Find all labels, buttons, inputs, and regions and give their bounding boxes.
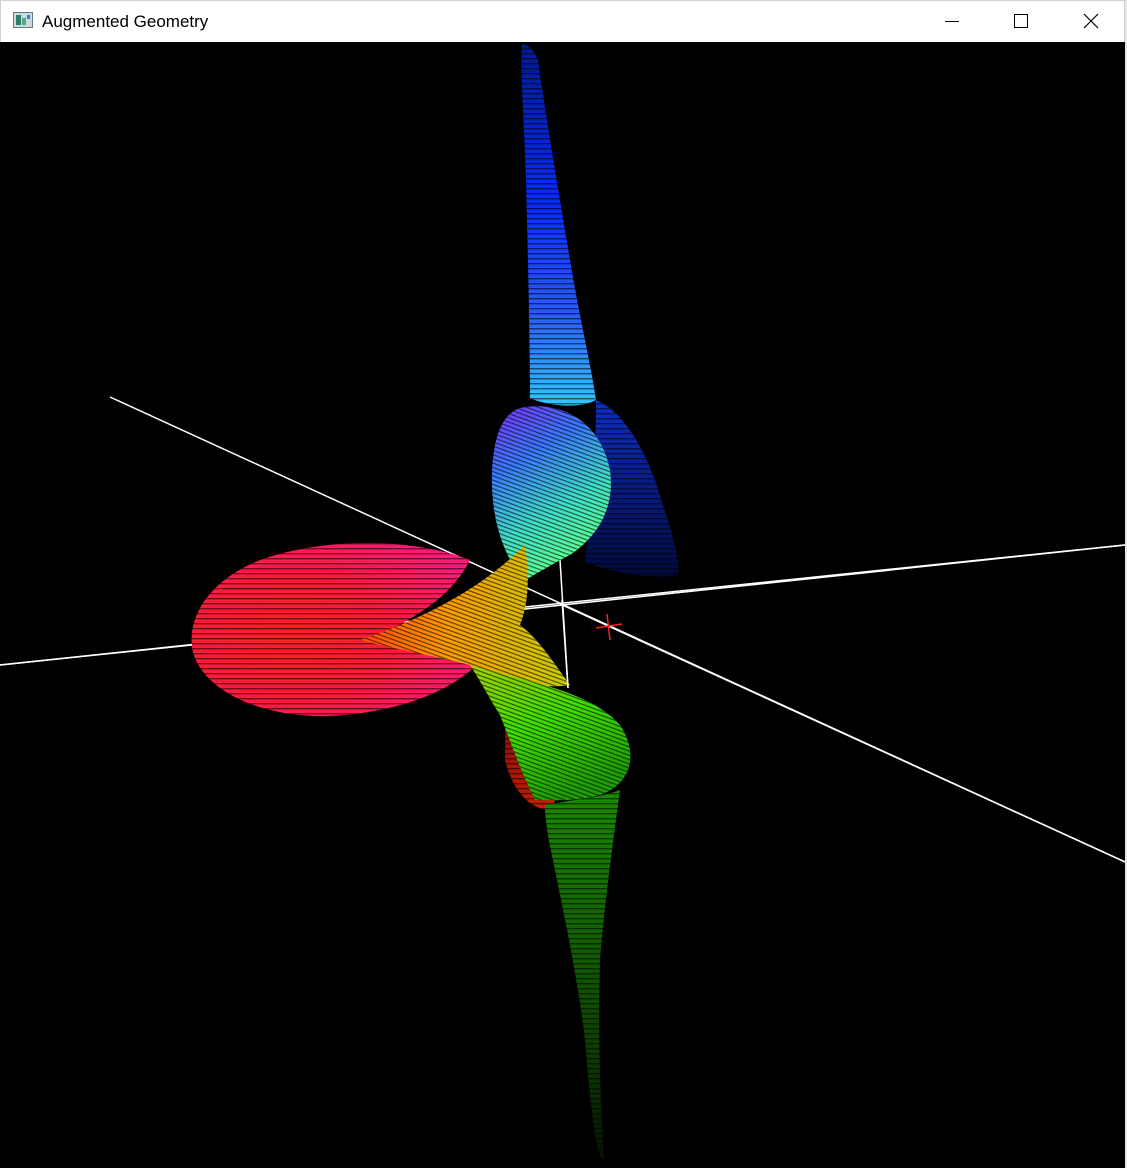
axis-z-front (561, 599, 569, 689)
window-title: Augmented Geometry (42, 12, 209, 31)
minimize-icon (945, 21, 959, 22)
title-bar[interactable]: Augmented Geometry (0, 0, 1125, 42)
axis-x-front (559, 603, 1125, 863)
crosshair-cursor-icon (595, 613, 623, 641)
maximize-icon (1014, 14, 1028, 28)
minimize-button[interactable] (916, 1, 986, 41)
scene-canvas[interactable] (0, 42, 1125, 1168)
render-viewport[interactable] (0, 42, 1125, 1168)
window-border (1125, 0, 1127, 1168)
app-window-icon (13, 12, 33, 28)
close-icon (1083, 13, 1099, 29)
axis-y-front-right (524, 544, 1125, 608)
maximize-button[interactable] (986, 1, 1056, 41)
close-button[interactable] (1056, 1, 1126, 41)
axis-y-front (0, 644, 193, 666)
